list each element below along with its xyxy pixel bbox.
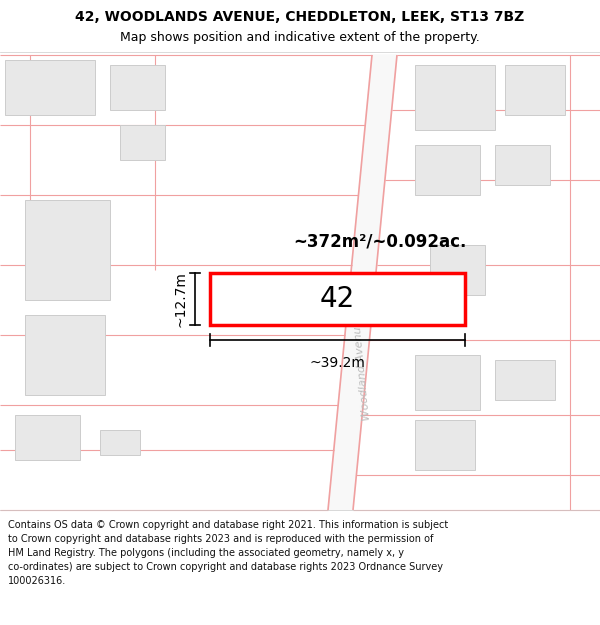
Bar bbox=[495, 145, 550, 185]
Text: 42: 42 bbox=[320, 285, 355, 313]
Text: ~372m²/~0.092ac.: ~372m²/~0.092ac. bbox=[293, 232, 467, 250]
Bar bbox=[415, 65, 495, 130]
Bar bbox=[15, 415, 80, 460]
Text: 100026316.: 100026316. bbox=[8, 576, 66, 586]
Bar bbox=[495, 360, 555, 400]
Text: Map shows position and indicative extent of the property.: Map shows position and indicative extent… bbox=[120, 31, 480, 44]
Bar bbox=[210, 273, 465, 325]
Polygon shape bbox=[328, 55, 397, 510]
Bar bbox=[110, 65, 165, 110]
Bar bbox=[5, 60, 95, 115]
Text: Contains OS data © Crown copyright and database right 2021. This information is : Contains OS data © Crown copyright and d… bbox=[8, 520, 448, 530]
Text: to Crown copyright and database rights 2023 and is reproduced with the permissio: to Crown copyright and database rights 2… bbox=[8, 534, 433, 544]
Bar bbox=[415, 145, 480, 195]
Text: HM Land Registry. The polygons (including the associated geometry, namely x, y: HM Land Registry. The polygons (includin… bbox=[8, 548, 404, 558]
Bar bbox=[25, 315, 105, 395]
Bar bbox=[0, 55, 600, 510]
Bar bbox=[415, 420, 475, 470]
Bar bbox=[120, 125, 165, 160]
Bar bbox=[25, 200, 110, 300]
Bar bbox=[430, 245, 485, 295]
Text: 42, WOODLANDS AVENUE, CHEDDLETON, LEEK, ST13 7BZ: 42, WOODLANDS AVENUE, CHEDDLETON, LEEK, … bbox=[76, 10, 524, 24]
Text: Woodland Avenue: Woodland Avenue bbox=[352, 319, 372, 421]
Text: co-ordinates) are subject to Crown copyright and database rights 2023 Ordnance S: co-ordinates) are subject to Crown copyr… bbox=[8, 562, 443, 572]
Text: ~39.2m: ~39.2m bbox=[310, 356, 365, 370]
Bar bbox=[415, 355, 480, 410]
Bar bbox=[505, 65, 565, 115]
Text: ~12.7m: ~12.7m bbox=[173, 271, 187, 327]
Bar bbox=[100, 430, 140, 455]
